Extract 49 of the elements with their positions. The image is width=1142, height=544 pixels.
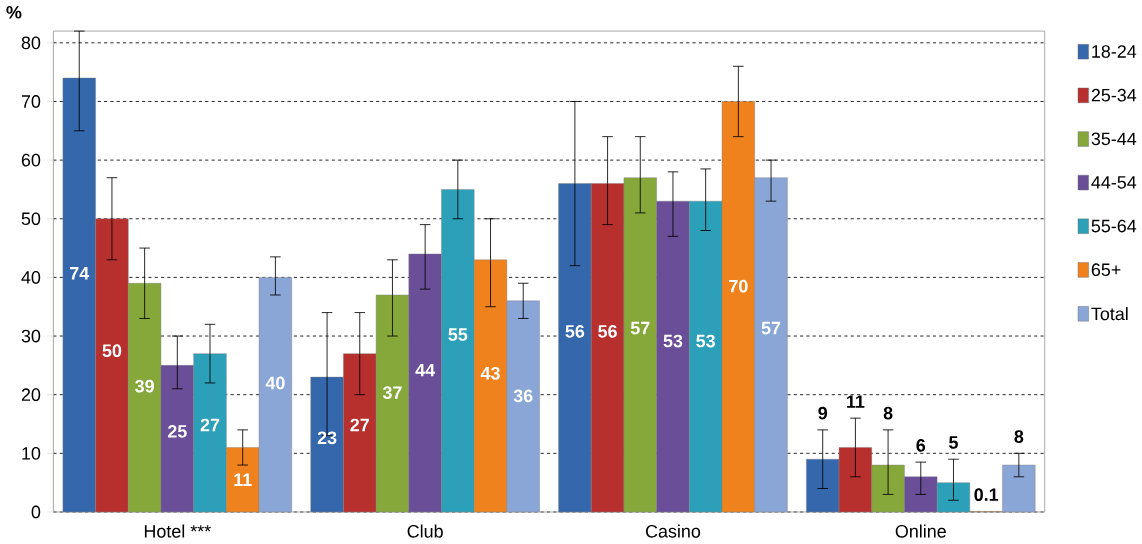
x-tick-label: Online [895, 524, 946, 538]
legend-label: 35-44 [1091, 132, 1137, 146]
y-tick-label: 80 [21, 36, 41, 50]
data-label: 56 [598, 325, 617, 338]
x-tick-label: Club [407, 524, 443, 538]
y-tick-label: 70 [21, 95, 41, 109]
data-label: 39 [135, 380, 154, 393]
y-tick-label: 0 [31, 505, 41, 519]
legend-label: 65+ [1091, 263, 1121, 277]
data-label: 37 [382, 386, 402, 400]
data-label: 36 [513, 389, 533, 403]
data-label: 70 [729, 280, 748, 293]
data-label: 55 [448, 328, 468, 342]
legend-label: 55-64 [1091, 219, 1137, 233]
data-label: 74 [70, 267, 90, 280]
data-label: 57 [630, 322, 650, 335]
x-tick-label: Casino [645, 524, 701, 538]
y-tick-label: 60 [21, 153, 41, 167]
y-tick-label: 20 [21, 388, 41, 402]
x-tick-label: Hotel *** [144, 524, 211, 538]
data-label: 11 [847, 395, 865, 408]
legend-label: Total [1091, 307, 1128, 321]
data-label: 11 [234, 473, 252, 487]
data-label: 9 [818, 406, 828, 420]
y-tick-label: 30 [21, 329, 41, 343]
data-label: 8 [1014, 430, 1024, 444]
data-label: 6 [916, 439, 926, 452]
data-label: 43 [480, 367, 500, 380]
legend-label: 18-24 [1092, 45, 1137, 59]
y-tick-label: 40 [21, 271, 41, 284]
data-label: 56 [565, 325, 585, 338]
data-label: 25 [167, 425, 187, 438]
data-label: 27 [200, 418, 220, 432]
data-label: 8 [883, 406, 893, 420]
legend-label: 44-54 [1091, 176, 1137, 189]
legend-label: 25-34 [1091, 89, 1137, 102]
data-label: 27 [350, 418, 369, 432]
y-tick-label: 50 [21, 212, 41, 226]
data-label: 23 [317, 431, 337, 445]
data-label: 5 [949, 436, 958, 449]
data-label: 40 [265, 376, 285, 390]
data-label: 57 [761, 322, 781, 335]
data-label: 0.1 [974, 488, 999, 502]
y-tick-label: 10 [22, 447, 41, 460]
data-label: 53 [696, 334, 715, 348]
data-label: 53 [663, 334, 683, 348]
y-axis-title: % [6, 6, 22, 19]
data-label: 44 [415, 364, 436, 377]
data-label: 50 [102, 344, 122, 358]
